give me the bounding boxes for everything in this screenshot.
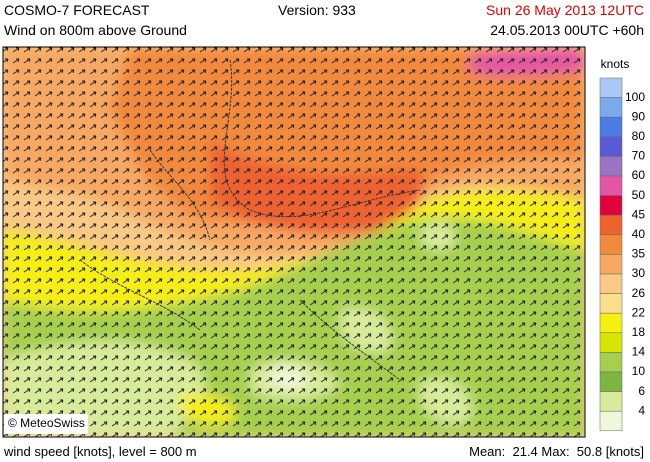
map-field: [3, 47, 585, 437]
legend-swatch: [599, 195, 623, 216]
legend-label: 70: [632, 149, 646, 163]
legend-label: 6: [638, 384, 645, 398]
valid-time: Sun 26 May 2013 12UTC: [486, 2, 644, 18]
version: Version: 933: [278, 2, 356, 18]
legend-label: 45: [632, 207, 646, 221]
legend-label: 35: [632, 247, 646, 261]
legend-label: 22: [632, 305, 646, 319]
legend-label: 100: [625, 90, 645, 104]
footer-left: wind speed [knots], level = 800 m: [4, 444, 197, 459]
legend-label: 4: [638, 403, 645, 417]
legend-unit: knots: [601, 57, 630, 71]
legend-swatch: [599, 234, 623, 255]
legend-label: 14: [632, 345, 646, 359]
legend-label: 50: [632, 188, 646, 202]
legend-swatch: [599, 214, 623, 236]
legend-swatch: [599, 156, 623, 177]
legend-swatch: [599, 136, 623, 157]
map-frame: [2, 46, 586, 438]
legend-label: 18: [632, 325, 646, 339]
legend-swatch: [599, 312, 623, 334]
legend-label: 26: [632, 286, 646, 300]
copyright: © MeteoSwiss: [8, 416, 85, 430]
legend-label: 80: [632, 129, 646, 143]
legend-label: 40: [632, 227, 646, 241]
legend-swatch: [599, 371, 623, 392]
legend-swatch: [599, 410, 623, 432]
legend-swatch: [599, 273, 623, 294]
legend-swatch: [599, 391, 623, 412]
legend-swatch: [599, 332, 623, 353]
legend-swatch: [599, 97, 623, 118]
legend-label: 60: [632, 168, 646, 182]
subtitle: Wind on 800m above Ground: [4, 22, 187, 38]
title: COSMO-7 FORECAST: [4, 2, 150, 18]
run-time: 24.05.2013 00UTC +60h: [490, 22, 644, 38]
footer-right: Mean: 21.4 Max: 50.8 [knots]: [469, 444, 644, 459]
legend-label: 10: [632, 364, 646, 378]
legend-swatch: [599, 293, 623, 314]
legend-swatch: [599, 352, 623, 373]
legend-swatch: [599, 175, 623, 196]
legend: 100 90 80 70 60 50 45 40 35 30 26 22 18 14 10 6 4: [599, 77, 646, 432]
legend-swatch: [599, 77, 623, 98]
legend-label: 90: [632, 109, 646, 123]
legend-swatch: [599, 254, 623, 275]
legend-label: 30: [632, 266, 646, 280]
copyright-box: [4, 414, 88, 434]
legend-swatch: [599, 116, 623, 138]
